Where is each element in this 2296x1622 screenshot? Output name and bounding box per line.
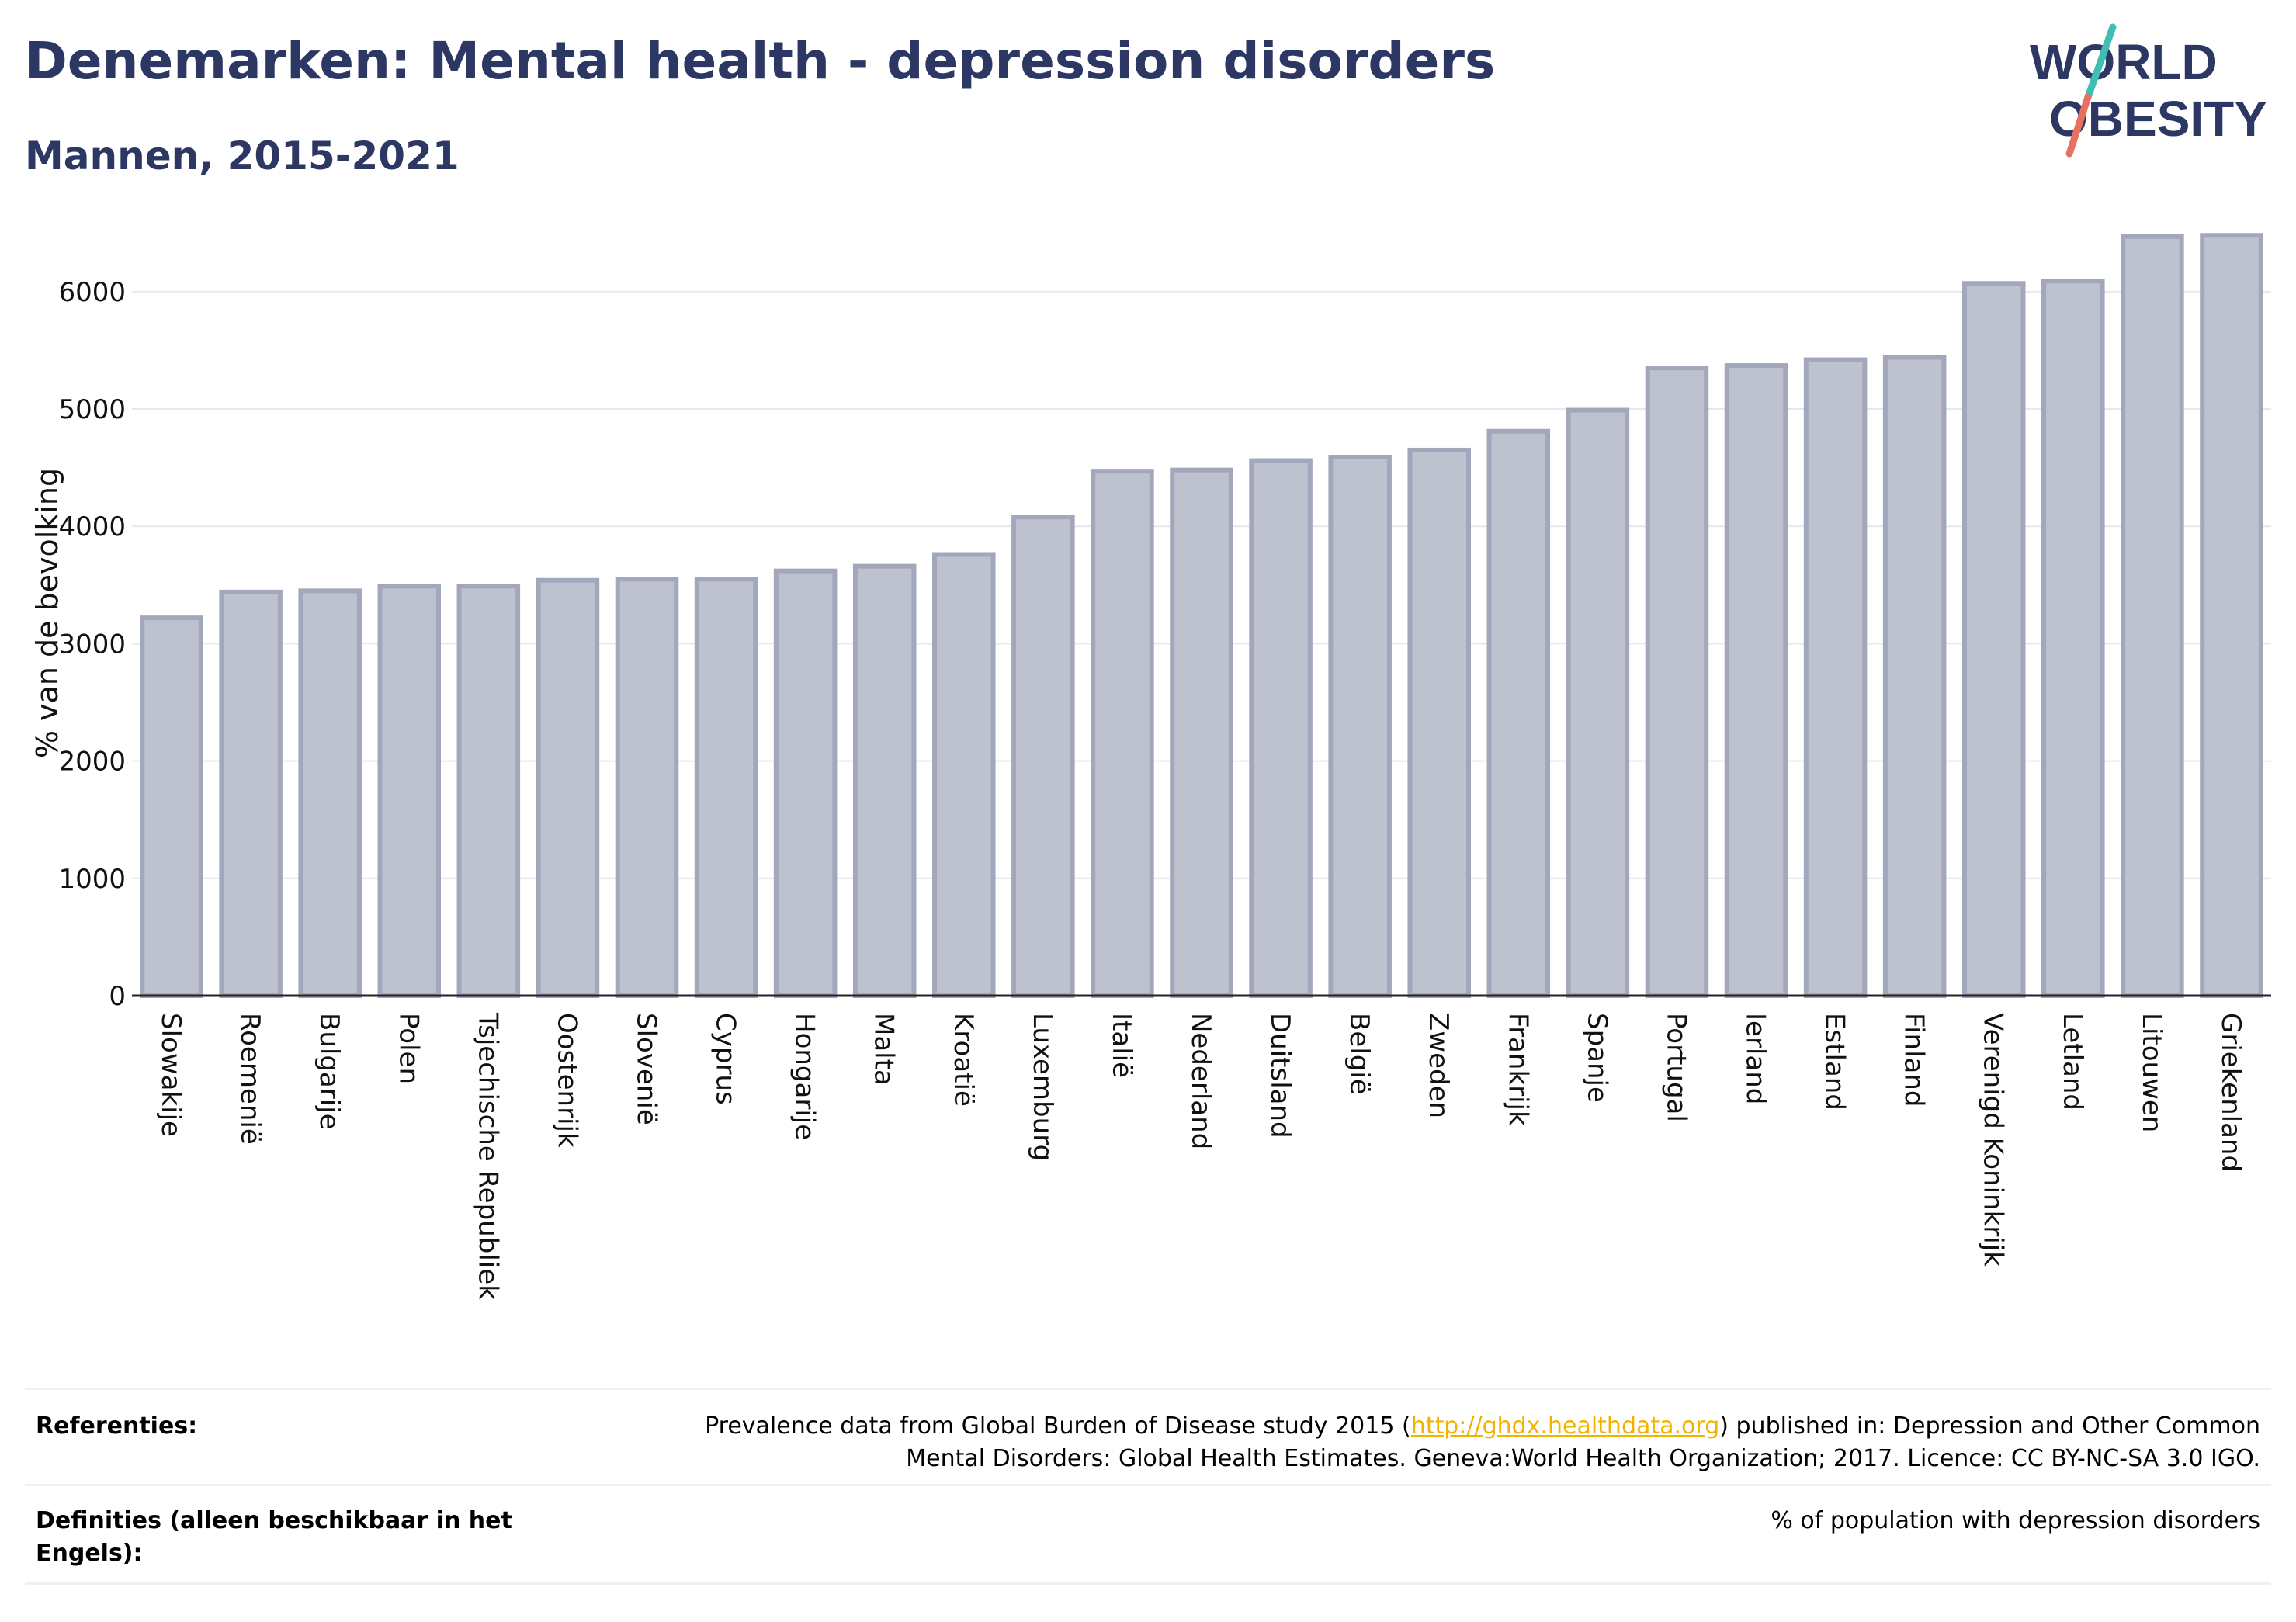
bar [932, 552, 996, 998]
x-tick-label: Oostenrijk [551, 1013, 582, 1148]
bar [1566, 407, 1630, 998]
x-tick-label: Slovenië [630, 1013, 661, 1125]
x-tick-label: Ierland [1740, 1013, 1771, 1104]
x-tick-label: Italië [1106, 1013, 1137, 1078]
y-tick-label: 4000 [58, 511, 126, 542]
y-tick-label: 3000 [58, 629, 126, 660]
bar [377, 584, 442, 998]
bar [1486, 428, 1551, 998]
y-axis-label: % van de bevolking [30, 468, 64, 758]
bars [140, 233, 2263, 999]
references-link[interactable]: http://ghdx.healthdata.org [1410, 1412, 1720, 1440]
logo-slash-coral [2065, 93, 2092, 158]
bar-chart: 0 1000 2000 3000 4000 5000 6000 Slowakije Roeme… [30, 233, 2271, 1300]
definitions-row: Definities (alleen beschikbaar in het En… [25, 1484, 2271, 1585]
x-tick-label: Spanje [1581, 1013, 1612, 1103]
x-tick-label: Luxemburg [1027, 1013, 1058, 1161]
y-tick-label: 6000 [58, 277, 126, 308]
bar [1882, 355, 1947, 999]
x-tick-label: Letland [2057, 1013, 2088, 1111]
x-tick-label: België [1344, 1013, 1375, 1095]
bar [219, 589, 283, 998]
references-row: Referenties: Prevalence data from Global… [25, 1388, 2271, 1486]
bar [615, 577, 679, 998]
bar [1724, 363, 1788, 998]
x-tick-label: Estland [1819, 1013, 1850, 1111]
y-tick-label: 2000 [58, 747, 126, 778]
references-text-line2: Mental Disorders: Global Health Estimate… [906, 1445, 2260, 1472]
x-tick-label: Litouwen [2136, 1013, 2167, 1132]
bar [1961, 281, 2026, 998]
chart-title: Denemarken: Mental health - depression d… [25, 31, 1496, 91]
references-text-before: Prevalence data from Global Burden of Di… [705, 1412, 1411, 1440]
y-tick-label: 0 [109, 981, 126, 1012]
definitions-label-line2: Engels): [36, 1540, 143, 1567]
x-tick-label: Finland [1899, 1013, 1930, 1107]
definitions-label-line1: Definities (alleen beschikbaar in het [36, 1507, 512, 1534]
world-obesity-logo: WORLD OBESITY [2030, 23, 2267, 158]
x-tick-label: Nederland [1185, 1013, 1216, 1149]
bar [1803, 357, 1868, 998]
x-tick-label: Verenigd Koninkrijk [1978, 1013, 2009, 1267]
x-tick-labels: Slowakije Roemenië Bulgarije Polen Tsjechisc… [155, 1012, 2246, 1300]
bar [298, 588, 362, 998]
references-text-after: ) published in: Depression and Other Com… [1719, 1412, 2260, 1440]
logo-world-text: WORLD [2030, 34, 2218, 90]
x-tick-label: Frankrijk [1502, 1013, 1533, 1126]
bar [1011, 515, 1075, 998]
definitions-text: % of population with depression disorder… [1771, 1507, 2260, 1534]
x-tick-label: Bulgarije [314, 1013, 345, 1130]
y-tick-labels: 0 1000 2000 3000 4000 5000 6000 [58, 277, 126, 1012]
references-text: Prevalence data from Global Burden of Di… [705, 1410, 2260, 1475]
bar [1170, 467, 1233, 998]
bar [2200, 233, 2263, 998]
bar [1407, 447, 1471, 998]
x-tick-label: Zweden [1423, 1013, 1454, 1118]
bar [1249, 458, 1313, 998]
bar [2041, 279, 2105, 999]
x-tick-label: Duitsland [1264, 1013, 1295, 1139]
bar [1645, 366, 1709, 998]
bar [536, 577, 600, 998]
x-tick-label: Polen [393, 1013, 424, 1084]
definitions-label: Definities (alleen beschikbaar in het En… [36, 1505, 512, 1570]
x-tick-label: Tsjechische Republiek [472, 1012, 503, 1300]
bar [694, 577, 758, 998]
x-tick-label: Malta [869, 1013, 900, 1086]
bar [140, 615, 203, 998]
x-tick-label: Griekenland [2215, 1013, 2246, 1172]
references-label: Referenties: [36, 1412, 198, 1440]
bar [456, 584, 521, 998]
x-tick-label: Slowakije [155, 1013, 186, 1137]
x-tick-label: Cyprus [710, 1013, 741, 1105]
bar [852, 563, 917, 998]
bar [1328, 455, 1392, 998]
y-tick-label: 1000 [58, 864, 126, 895]
chart-subtitle: Mannen, 2015-2021 [25, 133, 460, 178]
x-tick-label: Kroatië [948, 1013, 979, 1107]
logo-slash-teal [2084, 23, 2117, 101]
x-tick-label: Portugal [1660, 1013, 1691, 1122]
x-tick-label: Roemenië [234, 1013, 265, 1145]
bar [1091, 469, 1154, 998]
x-tick-label: Hongarije [789, 1013, 820, 1140]
bar [773, 568, 838, 998]
y-tick-label: 5000 [58, 394, 126, 425]
bar [2121, 234, 2184, 999]
